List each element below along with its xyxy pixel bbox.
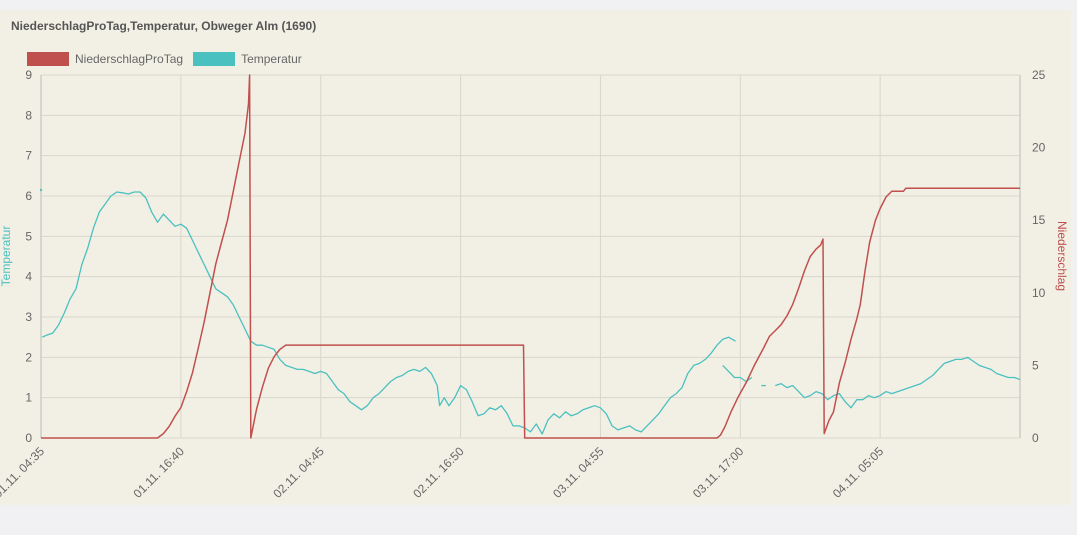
legend-swatch-temperatur [193, 52, 236, 66]
legend-item-niederschlag[interactable]: NiederschlagProTag [27, 52, 183, 66]
temperatur-line-segment [41, 191, 736, 435]
legend-swatch-niederschlag [27, 52, 69, 66]
temperatur-line-segment [775, 356, 1021, 409]
right-tick-label: 20 [1032, 141, 1046, 155]
legend-item-temperatur[interactable]: Temperatur [193, 52, 302, 66]
left-tick-label: 9 [25, 68, 32, 82]
x-tick-label: 02.11. 16:50 [410, 444, 467, 501]
left-tick-label: 0 [25, 431, 32, 445]
niederschlag-line [41, 74, 1020, 439]
left-tick-label: 8 [25, 108, 32, 122]
right-tick-label: 10 [1032, 286, 1046, 300]
left-tick-label: 4 [25, 270, 32, 284]
right-tick-label: 0 [1032, 431, 1039, 445]
right-tick-label: 15 [1032, 213, 1046, 227]
left-axis-label: Temperatur [0, 226, 13, 287]
left-tick-label: 3 [25, 310, 32, 324]
x-tick-label: 01.11. 16:40 [131, 444, 188, 501]
chart-panel: NiederschlagProTag,Temperatur, Obweger A… [0, 10, 1071, 505]
left-axis-ticks: 0 1 2 3 4 5 6 7 8 9 [25, 68, 32, 445]
right-tick-label: 5 [1032, 358, 1039, 372]
left-tick-label: 7 [25, 149, 32, 163]
left-tick-label: 6 [25, 189, 32, 203]
right-tick-label: 25 [1032, 68, 1046, 82]
legend-label-temperatur: Temperatur [241, 52, 302, 66]
x-tick-label: 03.11. 17:00 [690, 444, 747, 501]
x-tick-label: 03.11. 04:55 [550, 444, 607, 501]
x-tick-label: 02.11. 04:45 [270, 444, 327, 501]
chart-title: NiederschlagProTag,Temperatur, Obweger A… [11, 19, 317, 33]
x-axis-ticks: 01.11. 04:35 01.11. 16:40 02.11. 04:45 02.1… [0, 444, 886, 501]
x-tick-label: 01.11. 04:35 [0, 444, 47, 501]
left-tick-label: 1 [25, 391, 32, 405]
left-tick-label: 2 [25, 350, 32, 364]
temperatur-point [39, 188, 43, 192]
right-axis-label: Niederschlag [1055, 221, 1069, 291]
series-lines [39, 74, 1021, 439]
left-tick-label: 5 [25, 229, 32, 243]
x-tick-label: 04.11. 05:05 [830, 444, 887, 501]
right-axis-ticks: 0 5 10 15 20 25 [1032, 68, 1046, 445]
chart-grid [40, 74, 1021, 439]
chart-legend: NiederschlagProTag Temperatur [27, 52, 312, 66]
legend-label-niederschlag: NiederschlagProTag [75, 52, 184, 66]
